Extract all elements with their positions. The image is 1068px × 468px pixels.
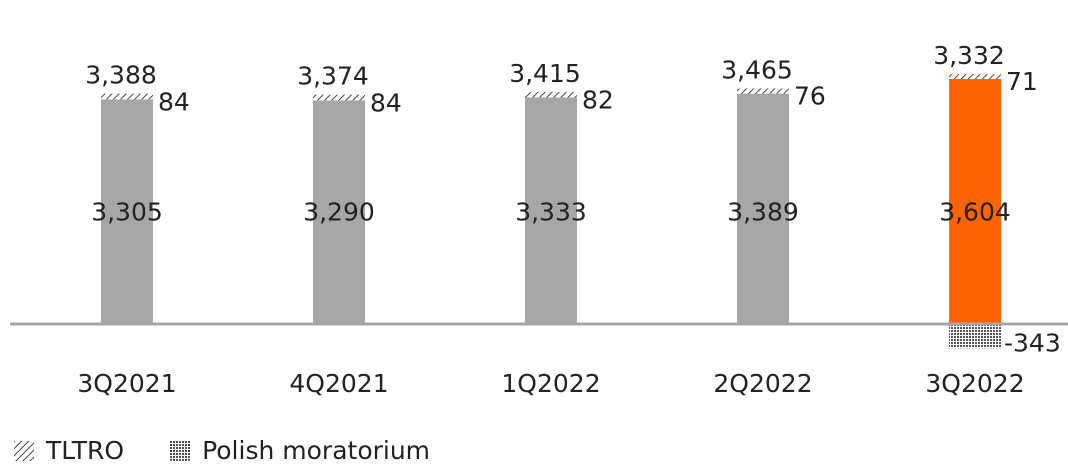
legend: TLTRO Polish moratorium — [14, 436, 476, 465]
category-label: 2Q2022 — [713, 369, 812, 398]
bar-base — [949, 79, 1001, 324]
total-value-label: 3,374 — [297, 62, 369, 91]
base-value-label: 3,290 — [303, 198, 375, 227]
bar-tltro — [101, 93, 153, 100]
tltro-value-label: 76 — [794, 82, 826, 111]
tltro-value-label: 84 — [158, 87, 190, 116]
bar-moratorium — [949, 325, 1001, 349]
bar-base — [525, 97, 577, 325]
legend-label-polish-moratorium: Polish moratorium — [202, 436, 431, 465]
bar-tltro — [313, 94, 365, 101]
base-value-label: 3,389 — [727, 198, 799, 227]
labels-layer: 3,305843,3883Q20213,290843,3744Q20213,33… — [77, 41, 1060, 398]
tltro-value-label: 82 — [582, 85, 614, 114]
legend-item-tltro: TLTRO — [14, 436, 124, 465]
moratorium-label: -343 — [1004, 328, 1061, 357]
category-label: 4Q2021 — [289, 369, 388, 398]
total-value-label: 3,332 — [933, 41, 1005, 70]
total-value-label: 3,388 — [85, 61, 157, 90]
moratorium-swatch-icon — [170, 440, 191, 461]
bar-base — [101, 99, 153, 325]
chart: 3,305843,3883Q20213,290843,3744Q20213,33… — [10, 41, 1068, 398]
tltro-value-label: 71 — [1006, 67, 1038, 96]
total-value-label: 3,465 — [721, 55, 793, 84]
tltro-swatch-icon — [14, 440, 34, 461]
category-label: 3Q2021 — [77, 369, 176, 398]
category-label: 1Q2022 — [501, 369, 600, 398]
bars-layer — [101, 74, 1001, 349]
base-value-label: 3,604 — [939, 198, 1011, 227]
bar-tltro — [949, 74, 1001, 79]
base-value-label: 3,305 — [91, 198, 163, 227]
total-value-label: 3,415 — [509, 59, 581, 88]
bar-tltro — [737, 88, 789, 94]
bar-base — [737, 93, 789, 324]
bar-base — [313, 100, 365, 324]
category-label: 3Q2022 — [925, 369, 1024, 398]
legend-label-tltro: TLTRO — [46, 436, 125, 465]
bar-tltro — [525, 91, 577, 98]
legend-item-polish-moratorium: Polish moratorium — [170, 436, 430, 465]
base-value-label: 3,333 — [515, 198, 587, 227]
tltro-value-label: 84 — [370, 88, 402, 117]
